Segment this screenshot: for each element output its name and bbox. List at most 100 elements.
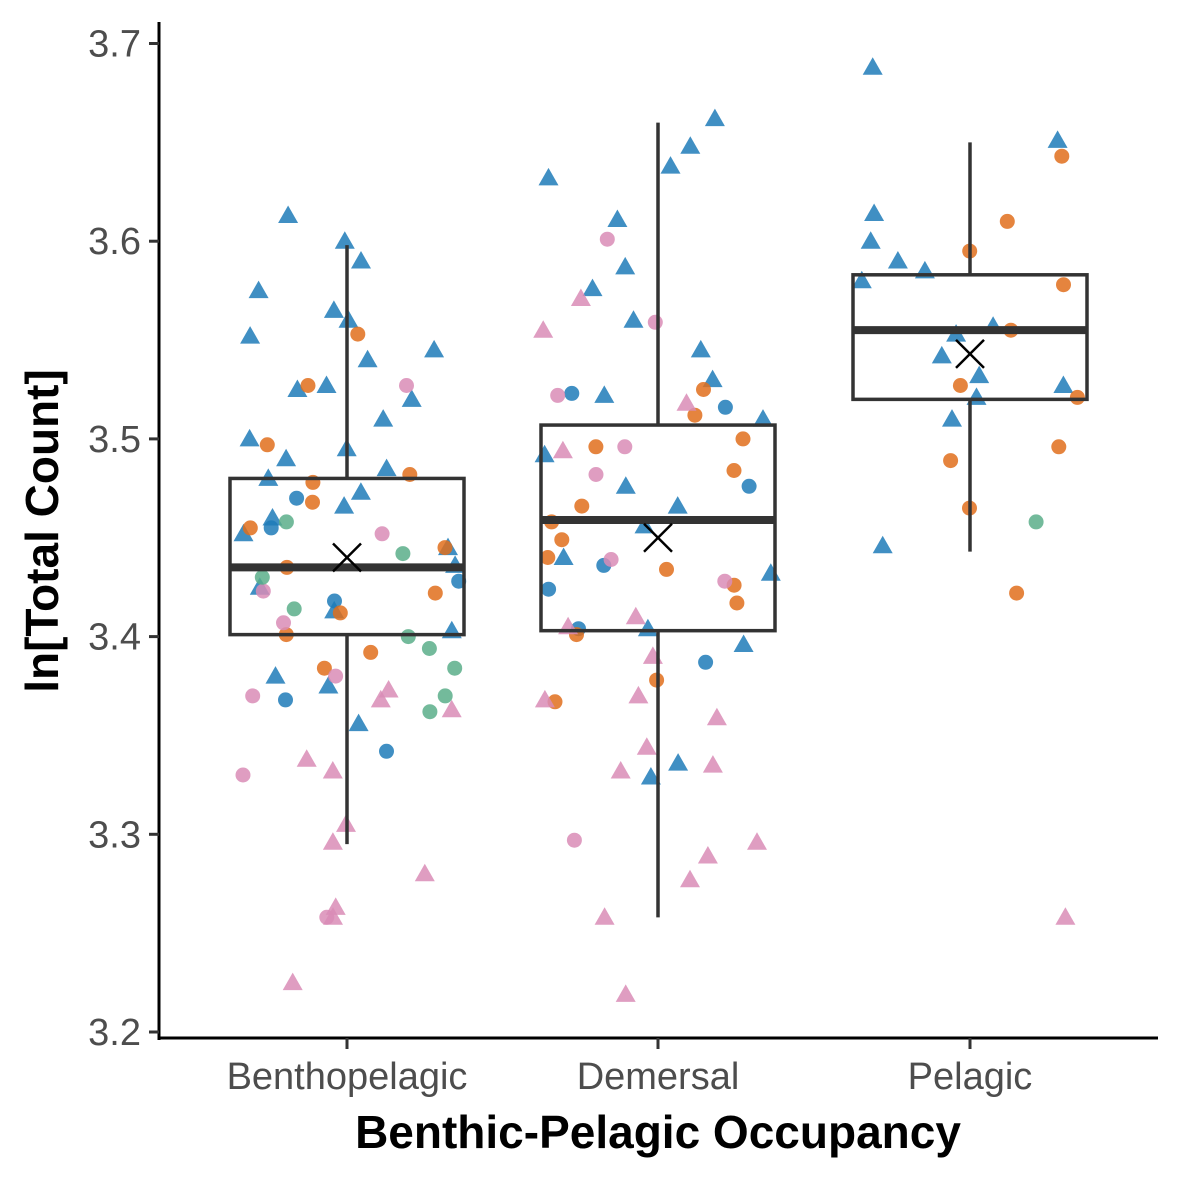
y-tick-label: 3.6 — [88, 221, 141, 263]
data-point-triangle — [680, 869, 700, 888]
data-point-triangle — [610, 761, 631, 779]
data-point-circle — [541, 581, 557, 597]
data-point-triangle — [1053, 375, 1074, 393]
data-point-circle — [399, 378, 414, 393]
mean-marker — [643, 522, 673, 553]
data-point-triangle — [747, 832, 767, 850]
data-point-circle — [286, 601, 302, 617]
data-point-circle — [603, 552, 619, 567]
data-point-circle — [698, 654, 714, 670]
data-point-triangle — [378, 680, 399, 698]
data-point-triangle — [702, 755, 723, 773]
data-point-triangle — [697, 846, 718, 864]
box-pelagic — [851, 142, 1089, 552]
data-point-triangle — [851, 270, 872, 289]
x-tick-label: Demersal — [577, 1056, 740, 1098]
x-tick-label: Pelagic — [908, 1056, 1033, 1098]
data-point-circle — [235, 767, 251, 783]
data-point-triangle — [615, 476, 636, 494]
data-point-triangle — [424, 339, 445, 358]
data-point-circle — [437, 540, 453, 556]
data-point-triangle — [350, 482, 371, 500]
data-point-triangle — [316, 375, 337, 393]
data-point-circle — [659, 561, 674, 577]
data-point-circle — [735, 431, 751, 447]
data-point-triangle — [318, 676, 339, 694]
data-point-triangle — [570, 288, 591, 306]
data-point-triangle — [676, 393, 697, 411]
data-point-circle — [437, 688, 453, 704]
data-point-triangle — [625, 606, 646, 625]
data-point-circle — [588, 467, 604, 482]
data-point-triangle — [706, 707, 727, 726]
data-point-circle — [316, 660, 332, 676]
data-point-triangle — [942, 409, 962, 427]
data-point-triangle — [534, 689, 555, 708]
data-point-triangle — [441, 699, 462, 718]
data-point-circle — [696, 382, 711, 397]
data-point-circle — [421, 641, 437, 656]
data-point-triangle — [239, 428, 260, 447]
data-point-circle — [363, 644, 379, 660]
data-point-triangle — [753, 409, 773, 427]
data-point-triangle — [233, 523, 254, 542]
data-point-triangle — [357, 349, 378, 368]
data-point-circle — [379, 743, 394, 759]
data-point-triangle — [323, 300, 344, 318]
data-point-circle — [687, 407, 703, 423]
y-tick-label: 3.5 — [88, 419, 141, 461]
data-point-circle — [245, 688, 261, 704]
boxes-layer — [228, 122, 1089, 918]
data-point-circle — [305, 494, 320, 510]
ticks-layer: 3.2 3.3 3.4 3.5 3.6 3.7 Benthopelagic Demersal P… — [88, 24, 1032, 1099]
data-point-triangle — [704, 108, 725, 127]
data-point-triangle — [322, 832, 343, 850]
data-point-circle — [1069, 389, 1085, 405]
data-point-circle — [447, 660, 463, 676]
data-point-circle — [242, 520, 258, 536]
data-point-circle — [1051, 439, 1067, 455]
data-point-circle — [327, 593, 342, 609]
data-point-circle — [1056, 277, 1071, 293]
data-point-circle — [289, 490, 305, 506]
data-point-circle — [1028, 514, 1044, 530]
data-point-triangle — [642, 646, 663, 664]
data-point-triangle — [248, 280, 269, 299]
data-point-circle — [999, 213, 1015, 229]
data-point-triangle — [348, 713, 369, 732]
data-point-triangle — [265, 666, 286, 684]
data-point-circle — [729, 595, 745, 611]
data-point-circle — [599, 231, 615, 247]
mean-marker — [955, 339, 985, 369]
data-point-triangle — [1047, 130, 1068, 148]
data-point-circle — [395, 546, 411, 562]
data-point-triangle — [534, 444, 555, 463]
x-axis-title: Benthic-Pelagic Occupancy — [355, 1106, 961, 1158]
data-point-circle — [374, 526, 390, 542]
data-point-triangle — [607, 209, 628, 227]
data-point-circle — [554, 532, 570, 548]
data-point-circle — [741, 478, 757, 494]
data-point-triangle — [733, 634, 754, 652]
x-tick-label: Benthopelagic — [227, 1056, 468, 1098]
data-point-circle — [400, 629, 416, 645]
data-point-triangle — [334, 231, 355, 249]
data-point-triangle — [282, 972, 303, 991]
y-tick-label: 3.4 — [88, 617, 141, 659]
data-point-triangle — [262, 508, 283, 526]
data-point-triangle — [414, 863, 435, 882]
data-point-triangle — [370, 689, 391, 708]
data-point-triangle — [276, 448, 297, 467]
data-point-triangle — [860, 231, 881, 249]
data-point-triangle — [594, 385, 615, 403]
box-demersal — [539, 122, 777, 918]
data-point-triangle — [931, 345, 952, 364]
data-point-triangle — [296, 749, 317, 767]
box-benthopelagic — [228, 245, 466, 845]
data-point-triangle — [862, 57, 883, 75]
data-point-triangle — [594, 907, 615, 925]
data-point-triangle — [760, 563, 781, 581]
y-axis-title: ln[Total Count] — [16, 369, 68, 693]
